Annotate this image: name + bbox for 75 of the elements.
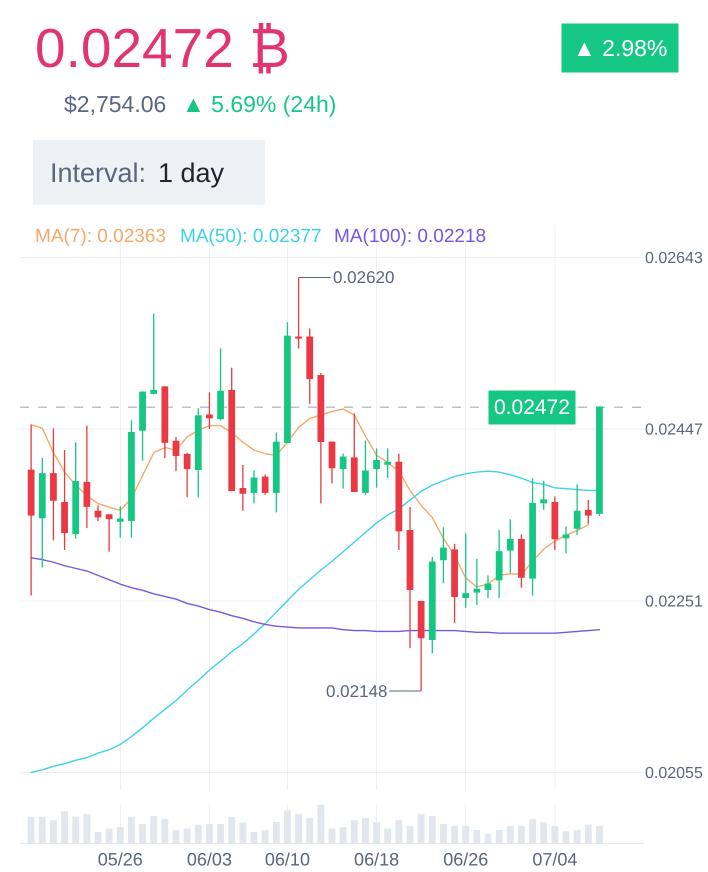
line-series bbox=[30, 557, 600, 634]
candlestick bbox=[161, 386, 168, 459]
candlestick bbox=[506, 518, 514, 574]
candlestick bbox=[340, 452, 347, 490]
candlestick bbox=[584, 499, 592, 524]
candlestick bbox=[317, 372, 324, 504]
candlestick bbox=[373, 448, 380, 488]
annotation: 0.02620 bbox=[333, 268, 394, 287]
candlestick bbox=[206, 392, 213, 430]
candlestick bbox=[473, 558, 480, 606]
candlestick bbox=[284, 322, 291, 444]
candlestick bbox=[239, 464, 246, 512]
candlestick bbox=[350, 412, 358, 493]
y-tick-label: 0.02055 bbox=[645, 765, 703, 782]
candlestick bbox=[217, 348, 224, 421]
candlestick bbox=[328, 440, 336, 484]
candlestick bbox=[596, 406, 603, 516]
candlestick bbox=[295, 276, 302, 350]
text: Interval: bbox=[50, 158, 146, 188]
chart-title: 0.02472 ₿ bbox=[35, 17, 290, 79]
candlestick bbox=[395, 452, 402, 551]
candlestick bbox=[50, 428, 57, 541]
candlestick bbox=[462, 532, 470, 608]
candlestick bbox=[172, 436, 180, 472]
candlestick bbox=[28, 424, 35, 596]
candlestick bbox=[428, 556, 436, 654]
candlestick bbox=[540, 480, 548, 510]
x-tick-label: 07/04 bbox=[532, 850, 578, 870]
candlestick bbox=[529, 478, 536, 596]
candlestick bbox=[384, 448, 392, 479]
candlestick bbox=[262, 474, 269, 496]
x-tick-label: 06/03 bbox=[186, 850, 232, 870]
text: MA(50): 0.02377 bbox=[180, 226, 322, 247]
candlestick bbox=[306, 328, 314, 404]
candlestick bbox=[150, 312, 158, 395]
candlestick bbox=[72, 442, 80, 540]
candlestick bbox=[83, 424, 90, 529]
x-tick-label: 05/26 bbox=[98, 850, 143, 870]
text: MA(100): 0.02218 bbox=[334, 226, 486, 247]
candlestick bbox=[362, 440, 369, 496]
text: 1 day bbox=[158, 158, 225, 188]
text: MA(7): 0.02363 bbox=[35, 226, 166, 247]
candlestick bbox=[496, 529, 503, 599]
y-tick-label: 0.02643 bbox=[645, 250, 703, 268]
candlestick bbox=[116, 506, 124, 538]
candlestick bbox=[574, 484, 581, 536]
candlestick bbox=[194, 407, 202, 498]
y-tick-label: 0.02447 bbox=[645, 422, 703, 439]
candlestick bbox=[61, 449, 68, 551]
candlestick bbox=[272, 432, 280, 513]
text: ▲ 5.69% (24h) bbox=[182, 91, 336, 117]
chart-subtitle: $2,754.06 bbox=[64, 91, 166, 117]
candlestick bbox=[484, 574, 492, 599]
candlestick bbox=[451, 543, 458, 624]
candlestick bbox=[94, 504, 102, 522]
x-tick-label: 06/10 bbox=[264, 850, 310, 870]
candlestick bbox=[518, 534, 525, 588]
candlestick bbox=[228, 367, 236, 492]
candlestick bbox=[106, 513, 113, 552]
candlestick bbox=[128, 420, 135, 538]
candlestick bbox=[562, 526, 570, 554]
candlestick bbox=[250, 470, 258, 504]
candlestick bbox=[551, 496, 558, 551]
text: ▲ 2.98% bbox=[573, 35, 668, 61]
ref-line-label: 0.02472 bbox=[494, 396, 570, 419]
annotation: 0.02148 bbox=[326, 682, 388, 701]
candlestick bbox=[184, 452, 191, 498]
candlestick bbox=[418, 600, 425, 692]
candlestick bbox=[38, 457, 46, 568]
candlestick bbox=[440, 526, 447, 584]
x-tick-label: 06/26 bbox=[443, 850, 488, 870]
candlestick bbox=[139, 390, 146, 462]
candlestick bbox=[406, 506, 414, 649]
y-tick-label: 0.02251 bbox=[645, 593, 703, 610]
x-tick-label: 06/18 bbox=[354, 850, 400, 870]
